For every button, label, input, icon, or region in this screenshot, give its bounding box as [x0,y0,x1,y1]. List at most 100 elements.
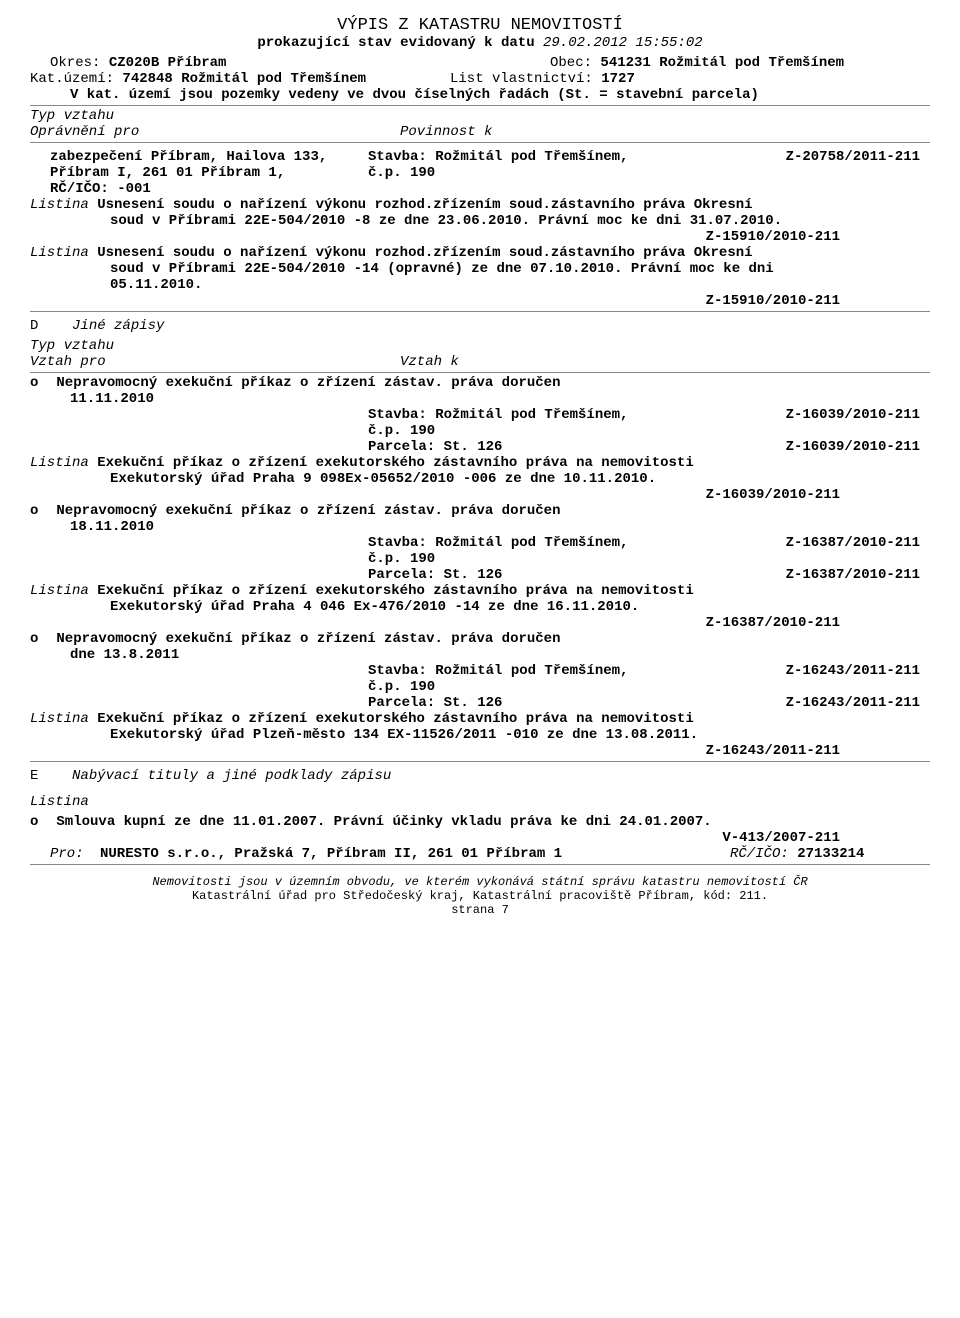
listina2-text2: soud v Příbrami 22E-504/2010 -14 (opravn… [110,261,930,277]
entry-block: o Nepravomocný exekuční příkaz o zřízení… [30,375,930,503]
katuzemi-label: Kat.území: [30,71,114,87]
rcico-label: RČ/IČO: [730,846,789,862]
entry-ref1: Z-16387/2010-211 [686,535,930,551]
doc-title: VÝPIS Z KATASTRU NEMOVITOSTÍ [30,16,930,35]
doc-subtitle: prokazující stav evidovaný k datu 29.02.… [30,35,930,51]
entry-stavba: Stavba: Rožmitál pod Třemšínem, [368,407,678,423]
entry-listina-label: Listina [30,583,89,599]
section-e-header: E Nabývací tituly a jiné podklady zápisu [30,768,930,784]
listina2-text3: 05.11.2010. [110,277,930,293]
entry-marker: o [30,375,48,391]
listina1-ref: Z-15910/2010-211 [30,229,930,245]
zabezpeceni-mid2: č.p. 190 [368,165,678,181]
header-note: V kat. území jsou pozemky vedeny ve dvou… [70,87,930,103]
entry-cp: č.p. 190 [368,423,678,439]
zabezpeceni-left3: RČ/IČO: -001 [50,181,360,197]
vztah-k: Vztah k [400,354,930,370]
entry-parcela: Parcela: St. 126 [368,567,678,583]
opravneni-label: Oprávnění pro [30,124,400,140]
vztah-row: Vztah pro Vztah k [30,354,930,370]
section-e-title: Nabývací tituly a jiné podklady zápisu [72,768,391,784]
pro-label: Pro: [50,846,100,862]
entry-listina-label: Listina [30,711,89,727]
entry-date: dne 13.8.2011 [70,647,930,663]
section-e-ref: V-413/2007-211 [30,830,930,846]
listina2-block: Listina Usnesení soudu o nařízení výkonu… [30,245,930,261]
katuzemi-value: 742848 Rožmitál pod Třemšínem [122,71,366,87]
subtitle-prefix: prokazující stav evidovaný k datu [257,35,534,51]
entry-marker: o [30,814,48,830]
zabezpeceni-left1: zabezpečení Příbram, Hailova 133, [50,149,360,165]
divider [30,105,930,106]
okres-value: CZ020B Příbram [109,55,227,71]
entry-ref3: Z-16387/2010-211 [30,615,930,631]
entry-parcela: Parcela: St. 126 [368,695,678,711]
entry-ref2: Z-16243/2011-211 [686,695,930,711]
entry-listina-label: Listina [30,455,89,471]
entry-block: o Nepravomocný exekuční příkaz o zřízení… [30,503,930,631]
entry-text: Smlouva kupní ze dne 11.01.2007. Právní … [56,814,711,830]
listina1-label: Listina [30,197,89,213]
entry-listina-text2: Exekutorský úřad Praha 9 098Ex-05652/201… [110,471,930,487]
header-katuzemi-row: Kat.území: 742848 Rožmitál pod Třemšínem… [30,71,930,87]
divider [30,142,930,143]
entry-ref1: Z-16243/2011-211 [686,663,930,679]
section-d-marker: D [30,318,38,334]
footer: Nemovitosti jsou v územním obvodu, ve kt… [30,875,930,917]
entry-ref2: Z-16387/2010-211 [686,567,930,583]
entry-stavba: Stavba: Rožmitál pod Třemšínem, [368,535,678,551]
section-d-header: D Jiné zápisy [30,318,930,334]
typ-vztahu-d: Typ vztahu [30,338,930,354]
povinnost-label: Povinnost k [400,124,930,140]
listina2-ref: Z-15910/2010-211 [30,293,930,309]
listina1-block: Listina Usnesení soudu o nařízení výkonu… [30,197,930,213]
entry-ref3: Z-16243/2011-211 [30,743,930,759]
footer-line1: Nemovitosti jsou v územním obvodu, ve kt… [30,875,930,889]
entry-ref3: Z-16039/2010-211 [30,487,930,503]
entry-title: Nepravomocný exekuční příkaz o zřízení z… [56,503,560,519]
typ-vztahu-label: Typ vztahu [30,108,930,124]
entry-stavba: Stavba: Rožmitál pod Třemšínem, [368,663,678,679]
rcico-value: 27133214 [797,846,864,862]
subtitle-datetime: 29.02.2012 15:55:02 [543,35,703,51]
entry-block: o Nepravomocný exekuční příkaz o zřízení… [30,631,930,759]
listvlast-label: List vlastnictví: [450,71,593,87]
entry-listina-text2: Exekutorský úřad Plzeň-město 134 EX-1152… [110,727,930,743]
zabezpeceni-ref: Z-20758/2011-211 [686,149,930,165]
entry-marker: o [30,503,48,519]
entry-listina-text2: Exekutorský úřad Praha 4 046 Ex-476/2010… [110,599,930,615]
entry-date: 18.11.2010 [70,519,930,535]
divider [30,864,930,865]
zabezpeceni-left2: Příbram I, 261 01 Příbram 1, [50,165,360,181]
header-okres-row: Okres: CZ020B Příbram Obec: 541231 Rožmi… [50,55,930,71]
listina1-text2: soud v Příbrami 22E-504/2010 -8 ze dne 2… [110,213,930,229]
entry-ref1: Z-16039/2010-211 [686,407,930,423]
obec-value: 541231 Rožmitál pod Třemšínem [600,55,844,71]
obec-label: Obec: [550,55,592,71]
footer-line2: Katastrální úřad pro Středočeský kraj, K… [30,889,930,903]
entry-title: Nepravomocný exekuční příkaz o zřízení z… [56,375,560,391]
section-e-listina-label: Listina [30,794,930,810]
section-d-title: Jiné zápisy [72,318,164,334]
section-e-pro-row: Pro: NURESTO s.r.o., Pražská 7, Příbram … [50,846,930,862]
zabezpeceni-mid1: Stavba: Rožmitál pod Třemšínem, [368,149,678,165]
entry-listina-text1: Exekuční příkaz o zřízení exekutorského … [97,583,694,599]
section-e-marker: E [30,768,38,784]
entry-date: 11.11.2010 [70,391,930,407]
divider [30,311,930,312]
pro-value: NURESTO s.r.o., Pražská 7, Příbram II, 2… [100,846,730,862]
section-e-entry: o Smlouva kupní ze dne 11.01.2007. Právn… [30,814,930,830]
typ-vztahu-row: Oprávnění pro Povinnost k [30,124,930,140]
divider [30,761,930,762]
listina2-label: Listina [30,245,89,261]
vztah-pro: Vztah pro [30,354,400,370]
entry-listina-text1: Exekuční příkaz o zřízení exekutorského … [97,711,694,727]
listina1-text1: Usnesení soudu o nařízení výkonu rozhod.… [97,197,752,213]
listvlast-value: 1727 [601,71,635,87]
divider [30,372,930,373]
entry-cp: č.p. 190 [368,679,678,695]
footer-page: strana 7 [30,903,930,917]
entry-title: Nepravomocný exekuční příkaz o zřízení z… [56,631,560,647]
entry-listina-text1: Exekuční příkaz o zřízení exekutorského … [97,455,694,471]
listina2-text1: Usnesení soudu o nařízení výkonu rozhod.… [97,245,752,261]
